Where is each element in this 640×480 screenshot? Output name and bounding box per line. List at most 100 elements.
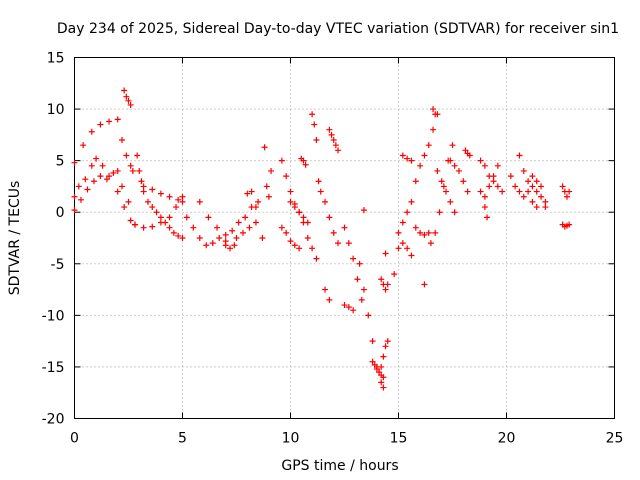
data-point [287,198,294,205]
data-point [499,188,506,195]
axis-ticks: 0 5 10 15 20 25 -20 -15 -10 -5 0 5 10 15 [42,51,624,447]
data-point [205,214,212,221]
data-point [214,224,221,231]
data-point [421,281,428,288]
data-point [384,338,391,345]
data-point [304,235,311,241]
data-point [507,173,514,180]
data-point [373,365,380,372]
data-point [123,152,130,159]
x-tick-label: 25 [606,431,624,447]
data-point [175,196,182,203]
series-arc-17 [298,155,309,168]
data-point [313,255,320,262]
data-point [231,242,238,249]
data-point [533,178,540,185]
data-point [123,93,130,100]
data-point [196,198,203,205]
data-point [157,190,164,197]
series-arc-31 [395,229,415,259]
data-point [525,188,532,195]
series-arc-48 [559,221,573,230]
y-tick-label: 5 [56,154,65,170]
data-point [563,193,570,200]
data-point [350,255,357,262]
series-arc-45 [516,152,549,205]
data-point [125,97,132,104]
data-point [173,204,180,211]
data-point [149,186,156,193]
data-point [71,207,78,214]
data-point [287,238,294,245]
data-point [443,188,450,195]
data-point [520,193,527,200]
data-point [421,152,428,159]
data-point [252,219,259,226]
data-point [119,137,126,144]
data-point [149,204,156,211]
data-point [136,167,143,174]
data-point [449,142,456,149]
data-point [358,296,365,303]
data-point [345,304,352,311]
series-arc-29 [382,250,389,257]
data-point [516,188,523,195]
data-point [335,147,342,154]
data-point [477,188,484,195]
data-point [300,157,307,164]
series-arc-34 [412,224,432,238]
series-arc-13 [261,144,275,200]
data-point [196,235,203,241]
y-tick-label: 15 [47,51,65,67]
data-point [466,152,473,159]
y-tick-label: -10 [42,308,65,324]
data-point [179,198,186,205]
series-arc-44 [507,173,540,211]
series-arc-37 [434,167,458,216]
data-point [533,204,540,211]
data-point [542,204,549,211]
data-point [322,198,329,205]
data-point [246,224,253,231]
data-point [525,178,532,185]
data-point [203,242,210,249]
data-point [77,196,84,203]
series-arc-22 [341,224,365,303]
data-point [440,183,447,190]
data-point [302,161,309,168]
data-point [335,240,342,247]
data-point [328,131,335,138]
data-point [119,183,126,190]
series-arc-24 [356,260,387,391]
data-point [494,162,501,169]
data-point [71,159,78,166]
data-point [190,224,197,231]
data-point [408,252,415,259]
data-point [144,198,151,205]
data-point [369,358,376,365]
data-point [149,223,156,230]
data-point [404,155,411,162]
series-arc-36 [430,106,439,118]
data-point [140,188,147,195]
data-point [559,183,566,190]
data-point [330,229,337,236]
data-point [317,188,324,195]
data-point [114,167,121,174]
data-point [462,147,469,154]
data-point [350,307,357,314]
data-point [114,116,121,123]
data-point [330,137,337,144]
data-point [97,121,104,128]
data-point [309,111,316,118]
data-point [121,204,128,211]
data-point [566,188,573,195]
data-point [438,178,445,185]
data-point [399,152,406,159]
data-point [97,173,104,180]
series-arc-33 [408,111,441,205]
data-point [417,162,424,169]
data-point [88,128,95,135]
data-point [209,240,216,247]
data-point [127,217,134,224]
